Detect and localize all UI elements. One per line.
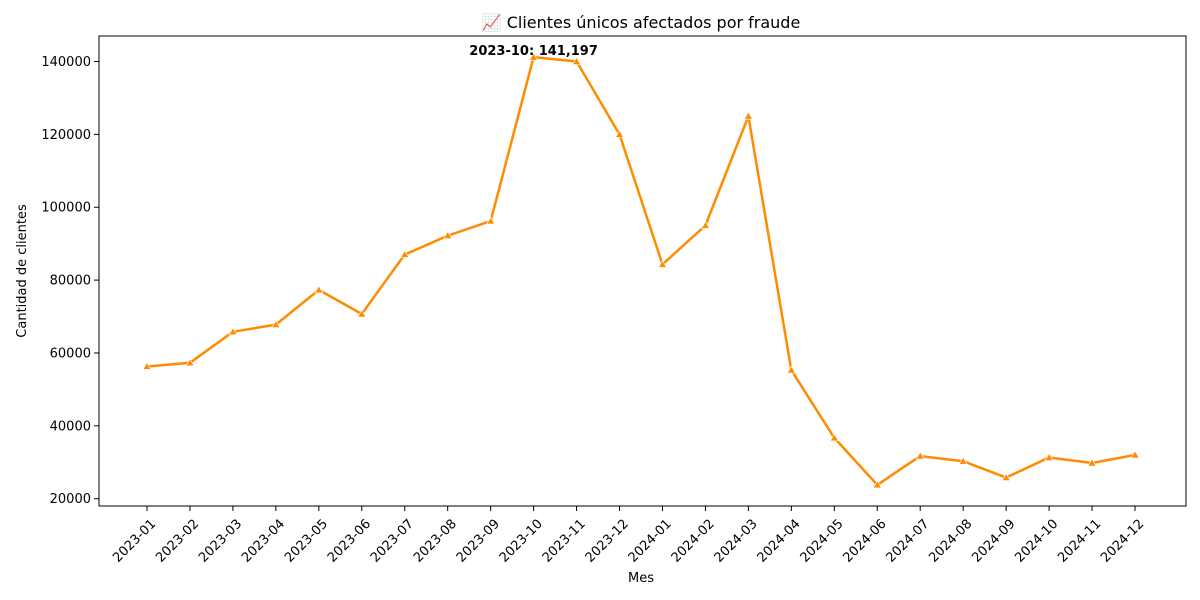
- x-tick-label: 2024-02: [669, 517, 718, 566]
- chart-title: 📈 Clientes únicos afectados por fraude: [482, 13, 801, 32]
- data-point-marker: [786, 365, 796, 374]
- y-tick-label: 120000: [41, 128, 91, 143]
- x-tick-label: 2023-07: [368, 517, 417, 566]
- data-point-marker: [357, 309, 367, 318]
- x-axis-title: Mes: [628, 571, 654, 586]
- x-tick-label: 2024-10: [1012, 517, 1061, 566]
- data-point-marker: [400, 249, 410, 258]
- x-tick-label: 2024-06: [841, 517, 890, 566]
- data-point-marker: [443, 231, 453, 239]
- x-tick-label: 2023-01: [110, 517, 159, 566]
- x-tick-label: 2023-12: [583, 517, 632, 566]
- data-point-marker: [958, 456, 968, 465]
- plot-area-frame: [98, 35, 1187, 507]
- data-point-marker: [615, 129, 625, 138]
- data-point-marker: [915, 451, 925, 460]
- data-point-marker: [1087, 458, 1097, 467]
- x-tick-label: 2023-10: [497, 517, 546, 566]
- series-group: [142, 52, 1140, 489]
- x-tick-label: 2024-01: [626, 517, 675, 566]
- data-point-marker: [271, 319, 281, 328]
- data-point-marker: [1044, 452, 1054, 461]
- x-tick-label: 2024-08: [926, 517, 975, 566]
- data-point-marker: [1130, 450, 1140, 459]
- data-point-marker: [185, 358, 195, 367]
- x-tick-label: 2023-09: [454, 517, 503, 566]
- series-line: [146, 55, 1136, 487]
- data-point-marker: [314, 285, 324, 294]
- x-axis: 2023-012023-022023-032023-042023-052023-…: [110, 506, 1147, 566]
- x-tick-label: 2023-05: [282, 517, 331, 566]
- x-tick-label: 2024-09: [969, 517, 1018, 566]
- data-point-marker: [657, 259, 667, 268]
- data-point-marker: [142, 361, 152, 370]
- y-tick-label: 40000: [50, 419, 91, 434]
- x-tick-label: 2024-04: [755, 517, 804, 566]
- x-tick-label: 2023-08: [411, 517, 460, 566]
- x-tick-label: 2024-07: [883, 517, 932, 566]
- data-point-marker: [228, 327, 238, 336]
- x-tick-label: 2023-03: [196, 517, 245, 566]
- x-tick-label: 2024-03: [712, 517, 761, 566]
- y-tick-label: 20000: [50, 492, 91, 507]
- y-tick-label: 80000: [50, 274, 91, 289]
- data-point-marker: [743, 111, 753, 120]
- y-tick-label: 100000: [41, 201, 91, 216]
- data-point-marker: [529, 52, 539, 61]
- data-point-marker: [829, 433, 839, 442]
- annotations: 2023-10: 141,197: [469, 44, 598, 59]
- y-axis-title: Cantidad de clientes: [15, 204, 30, 338]
- x-tick-label: 2023-11: [540, 517, 589, 566]
- y-axis: 20000 40000 60000 80000 100000 120000 140000: [41, 55, 99, 507]
- x-tick-label: 2024-12: [1098, 517, 1147, 566]
- x-tick-label: 2023-02: [153, 517, 202, 566]
- y-tick-label: 140000: [41, 55, 91, 70]
- y-tick-label: 60000: [50, 346, 91, 361]
- x-tick-label: 2024-11: [1055, 517, 1104, 566]
- x-tick-label: 2024-05: [798, 517, 847, 566]
- peak-annotation: 2023-10: 141,197: [469, 44, 598, 59]
- data-point-marker: [1001, 472, 1011, 481]
- data-point-marker: [572, 56, 582, 65]
- x-tick-label: 2023-06: [325, 517, 374, 566]
- data-point-marker: [486, 216, 496, 225]
- data-point-marker: [700, 220, 710, 229]
- x-tick-label: 2023-04: [239, 517, 288, 566]
- data-point-marker: [872, 480, 882, 489]
